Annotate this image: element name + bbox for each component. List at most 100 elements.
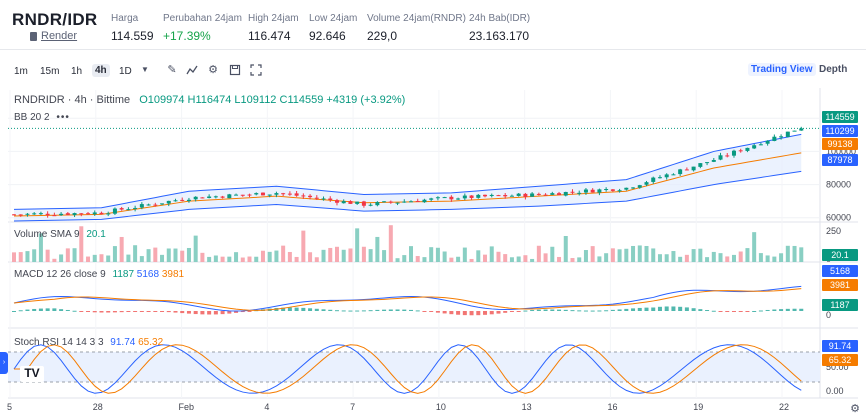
macd-hist-bar: [321, 309, 326, 311]
macd-hist-bar: [207, 311, 212, 315]
volume-bar: [382, 250, 387, 262]
time-axis-label: 10: [436, 402, 446, 412]
candle-body: [207, 196, 212, 198]
chart-settings-icon[interactable]: ⚙: [850, 403, 860, 415]
volume-bars: [12, 225, 804, 262]
candle-body: [745, 147, 750, 151]
macd-hist-bar: [220, 311, 225, 315]
candle-body: [758, 144, 763, 146]
macd-hist-bar: [752, 310, 757, 312]
tab-depth[interactable]: Depth: [819, 64, 848, 75]
macd-hist-bar: [604, 310, 609, 312]
macd-hist-bar: [227, 311, 232, 314]
macd-hist-bar: [234, 311, 239, 313]
exchange-link[interactable]: Render: [30, 30, 77, 42]
more-icon[interactable]: •••: [56, 112, 70, 123]
candle-body: [382, 201, 387, 203]
bb-upper-line: [13, 133, 802, 210]
macd-hist-bar: [361, 310, 366, 312]
macd-hist-bar: [112, 311, 117, 313]
volume-bar: [86, 256, 91, 262]
candle-body: [435, 197, 440, 199]
timeframe-1d[interactable]: 1D: [119, 66, 132, 77]
volume-bar: [173, 248, 178, 262]
candle-body: [274, 193, 279, 195]
macd-hist-bar: [449, 311, 454, 315]
macd-axis-label: 0: [826, 310, 831, 320]
time-axis-label: 7: [350, 402, 355, 412]
volume-bar: [409, 246, 413, 262]
candle-body: [38, 213, 43, 215]
exchange-link-label[interactable]: Render: [41, 30, 78, 42]
volume-label: Volume SMA 9: [14, 229, 80, 240]
volume-bar: [355, 228, 360, 262]
timeframe-1h[interactable]: 1h: [71, 66, 83, 77]
save-icon[interactable]: [229, 64, 241, 76]
dropdown-icon[interactable]: ▼: [141, 65, 149, 74]
macd-legend: MACD 12 26 close 9 1187 5168 3981: [14, 269, 184, 280]
macd-hist-bar: [348, 310, 353, 312]
time-axis-label: 5: [7, 402, 12, 412]
collapse-arrow-icon[interactable]: ›: [0, 352, 8, 374]
macd-layer: [12, 285, 804, 316]
candle-body: [308, 195, 313, 198]
tab-trading-view[interactable]: Trading View: [748, 63, 816, 76]
volume-bar: [281, 245, 286, 262]
volume-legend: Volume SMA 9 20.1: [14, 229, 106, 240]
candle-body: [617, 190, 622, 192]
candle-body: [72, 213, 77, 215]
candle-body: [287, 193, 292, 195]
volume-bar: [348, 248, 353, 262]
macd-hist-bar: [456, 311, 461, 315]
candle-body: [139, 204, 144, 208]
candle-body: [543, 194, 548, 196]
volume-bar: [496, 251, 501, 262]
candle-body: [213, 196, 218, 198]
fullscreen-icon[interactable]: [250, 64, 262, 76]
volume-bar: [435, 247, 440, 262]
volume-bar: [388, 225, 393, 262]
rsi-axis-label: 0.00: [826, 386, 844, 396]
macd-hist-bar: [308, 308, 313, 311]
timeframe-1m[interactable]: 1m: [14, 66, 28, 77]
volume-bar: [415, 256, 420, 262]
draw-icon[interactable]: ✎: [167, 64, 177, 76]
candle-body: [583, 189, 588, 193]
volume-bar: [334, 246, 339, 262]
volume-bar: [166, 248, 171, 262]
volume-bar: [99, 254, 104, 262]
indicator-icon[interactable]: [186, 64, 198, 76]
macd-hist-bar: [711, 310, 716, 312]
timeframe-15m[interactable]: 15m: [40, 66, 60, 77]
volume-bar: [758, 253, 763, 262]
market-header: RNDR/IDR Render Harga 114.559 Perubahan …: [0, 0, 866, 50]
macd-hist-bar: [126, 311, 131, 312]
volume-bar: [160, 254, 165, 262]
volume-bar: [772, 256, 777, 262]
candle-body: [422, 199, 427, 203]
gear-icon[interactable]: ⚙: [208, 64, 218, 76]
stat-value: 23.163.170: [469, 29, 530, 43]
candle-body: [52, 215, 57, 217]
candle-body: [563, 191, 568, 196]
candle-body: [146, 204, 151, 206]
volume-bar: [442, 251, 447, 262]
time-axis-label: 22: [779, 402, 789, 412]
macd-hist-bar: [725, 311, 730, 312]
candle-body: [678, 169, 683, 175]
volume-bar: [752, 232, 757, 262]
volume-bar: [12, 252, 16, 262]
volume-bar: [456, 256, 461, 262]
volume-bar: [570, 258, 575, 262]
macd-hist-bar: [698, 309, 703, 311]
rsi-axis-label: 50.00: [826, 362, 849, 372]
macd-hist-bar: [590, 310, 595, 312]
volume-bar: [45, 249, 50, 262]
volume-bar: [651, 248, 656, 262]
macd-hist-bar: [765, 309, 770, 311]
timeframe-4h[interactable]: 4h: [92, 64, 110, 77]
candle-body: [483, 194, 488, 197]
volume-bar: [139, 256, 144, 262]
candle-body: [718, 155, 723, 160]
